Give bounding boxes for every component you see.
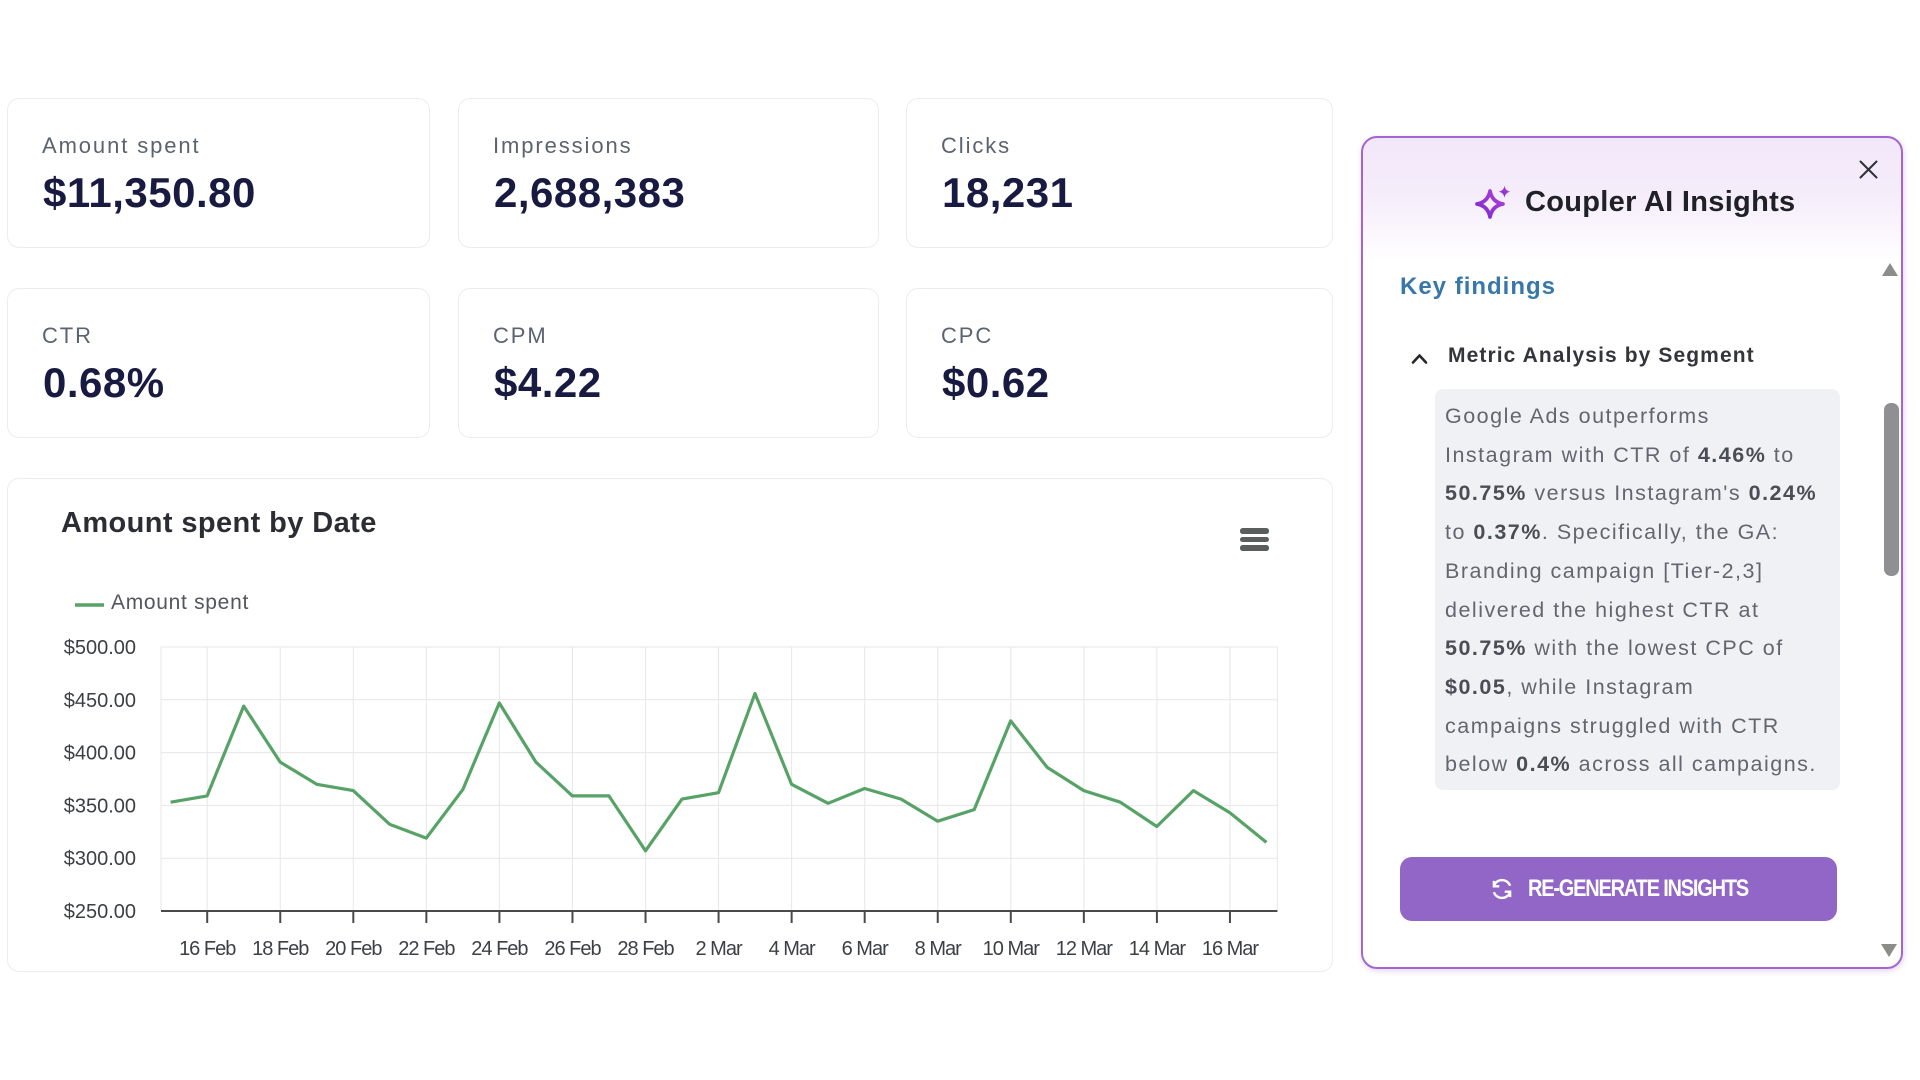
svg-text:$300.00: $300.00 <box>64 848 136 870</box>
svg-text:14 Mar: 14 Mar <box>1129 938 1187 960</box>
svg-text:18 Feb: 18 Feb <box>252 938 309 960</box>
svg-text:16 Feb: 16 Feb <box>179 938 236 960</box>
svg-text:Amount spent: Amount spent <box>111 591 249 614</box>
svg-text:$450.00: $450.00 <box>64 690 136 712</box>
svg-text:24 Feb: 24 Feb <box>471 938 528 960</box>
svg-text:16 Mar: 16 Mar <box>1202 938 1260 960</box>
svg-text:$500.00: $500.00 <box>64 637 136 659</box>
svg-text:2 Mar: 2 Mar <box>696 938 743 960</box>
svg-text:$350.00: $350.00 <box>64 795 136 817</box>
svg-text:6 Mar: 6 Mar <box>842 938 889 960</box>
svg-text:28 Feb: 28 Feb <box>617 938 674 960</box>
svg-text:22 Feb: 22 Feb <box>398 938 455 960</box>
svg-text:20 Feb: 20 Feb <box>325 938 382 960</box>
svg-text:12 Mar: 12 Mar <box>1056 938 1114 960</box>
svg-text:26 Feb: 26 Feb <box>544 938 601 960</box>
svg-text:$250.00: $250.00 <box>64 901 136 923</box>
svg-text:10 Mar: 10 Mar <box>983 938 1041 960</box>
svg-text:$400.00: $400.00 <box>64 743 136 765</box>
svg-text:4 Mar: 4 Mar <box>769 938 816 960</box>
svg-text:8 Mar: 8 Mar <box>915 938 962 960</box>
